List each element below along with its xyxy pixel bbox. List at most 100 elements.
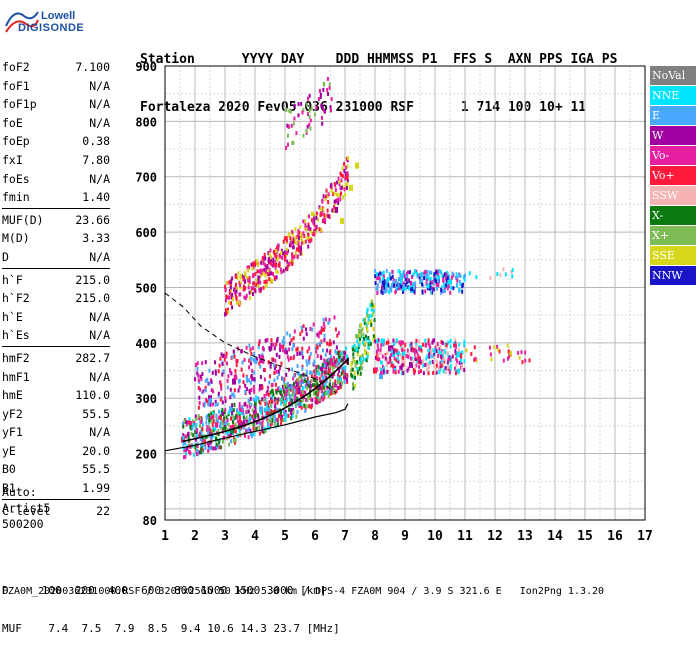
echo-point <box>327 366 330 371</box>
echo-point <box>268 277 271 282</box>
echo-point <box>427 274 430 279</box>
echo-point <box>345 175 348 180</box>
echo-point <box>308 396 311 401</box>
echo-point <box>380 339 383 344</box>
echo-point <box>433 353 436 358</box>
echo-point <box>335 350 338 355</box>
echo-point <box>314 372 317 377</box>
echo-point <box>211 423 214 428</box>
echo-point <box>458 279 461 284</box>
echo-point <box>400 273 403 278</box>
echo-point <box>324 217 327 222</box>
echo-point <box>375 349 378 354</box>
echo-point <box>332 362 335 367</box>
echo-point <box>390 361 393 366</box>
echo-point <box>225 354 228 359</box>
echo-point <box>197 378 200 383</box>
echo-point <box>261 418 264 423</box>
echo-point <box>239 408 242 413</box>
echo-point <box>254 402 257 407</box>
echo-point <box>370 313 373 318</box>
echo-point <box>407 366 410 371</box>
echo-point <box>386 281 389 286</box>
echo-point <box>291 254 294 259</box>
param-row: foEs N/A <box>2 170 110 189</box>
echo-point <box>441 273 444 278</box>
echo-point <box>253 359 256 364</box>
echo-point <box>368 339 371 344</box>
echo-point <box>240 349 243 354</box>
x-tick-label: 3 <box>221 529 229 544</box>
echo-point <box>279 267 282 272</box>
echo-point <box>395 358 398 363</box>
echo-point <box>436 342 439 347</box>
echo-point <box>205 420 208 425</box>
echo-point <box>327 214 330 219</box>
echo-point <box>299 351 302 356</box>
echo-point <box>307 244 310 249</box>
echo-point <box>351 345 354 350</box>
echo-point <box>296 387 299 392</box>
echo-point <box>205 434 208 439</box>
echo-point <box>379 279 382 284</box>
param-row: fxI 7.80 <box>2 151 110 170</box>
echo-point <box>356 370 359 375</box>
echo-point <box>365 337 368 342</box>
echo-point <box>210 415 213 420</box>
echo-point <box>333 364 336 369</box>
echo-point <box>358 333 361 338</box>
echo-point <box>232 297 235 302</box>
echo-point <box>510 269 513 274</box>
echo-point <box>214 360 217 365</box>
param-row: MUF(D) 23.66 <box>2 211 110 230</box>
param-value: 215.0 <box>75 272 110 287</box>
echo-point <box>298 245 301 250</box>
echo-point <box>356 339 359 344</box>
echo-point <box>269 361 272 366</box>
echo-point <box>412 272 415 277</box>
echo-point <box>427 341 430 346</box>
echo-point <box>264 338 267 343</box>
echo-point <box>328 369 331 374</box>
echo-point <box>281 339 284 344</box>
echo-point <box>238 416 241 421</box>
echo-point <box>196 428 199 433</box>
echo-point <box>395 279 398 284</box>
echo-point <box>300 374 303 379</box>
echo-point <box>414 364 417 369</box>
echo-point <box>311 327 314 332</box>
echo-point <box>251 368 254 373</box>
echo-point <box>249 404 252 409</box>
echo-point <box>460 366 463 371</box>
echo-point <box>267 268 270 273</box>
echo-point <box>445 272 448 277</box>
echo-point <box>315 371 318 376</box>
param-value: 3.33 <box>82 231 110 246</box>
echo-point <box>359 365 362 370</box>
echo-point <box>186 446 189 451</box>
param-separator <box>2 207 110 209</box>
echo-point <box>297 113 300 118</box>
echo-point <box>314 391 317 396</box>
echo-point <box>297 102 300 107</box>
echo-point <box>430 354 433 359</box>
echo-point <box>227 430 230 435</box>
echo-point <box>258 431 261 436</box>
legend-item: Vo- <box>650 146 696 166</box>
echo-point <box>248 416 251 421</box>
param-row: hmF2 282.7 <box>2 349 110 368</box>
echo-point <box>337 176 340 181</box>
echo-point <box>224 298 227 303</box>
legend-item: X- <box>650 206 696 226</box>
echo-point <box>291 232 294 237</box>
echo-point <box>227 422 230 427</box>
echo-point <box>344 165 347 170</box>
echo-point <box>367 342 370 347</box>
echo-point <box>287 392 290 397</box>
echo-point <box>292 410 295 415</box>
echo-point <box>439 360 442 365</box>
echo-point <box>447 357 450 362</box>
echo-point <box>425 281 428 286</box>
echo-point <box>245 415 248 420</box>
muf-table: D 100 200 400 600 800 1000 1500 3000 [km… <box>2 560 340 648</box>
